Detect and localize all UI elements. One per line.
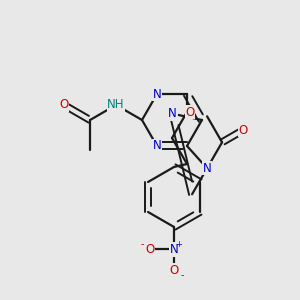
Text: N: N (153, 140, 161, 152)
Text: O: O (169, 264, 178, 277)
Text: N: N (168, 107, 177, 120)
Text: O: O (238, 124, 248, 137)
Text: N: N (203, 162, 212, 175)
Text: N: N (169, 243, 178, 256)
Text: O: O (146, 243, 154, 256)
Text: N: N (153, 88, 161, 100)
Text: O: O (185, 106, 195, 118)
Text: -: - (180, 271, 184, 281)
Text: +: + (176, 240, 182, 249)
Text: -: - (140, 239, 144, 250)
Text: O: O (59, 98, 69, 112)
Text: NH: NH (107, 98, 125, 112)
